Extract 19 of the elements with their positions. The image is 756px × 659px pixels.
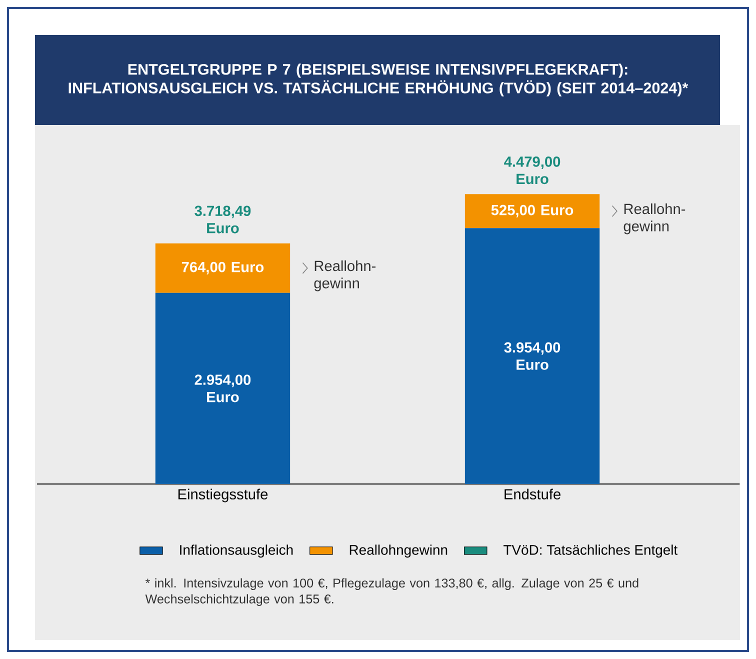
x-tick-label: Einstiegsstufe: [178, 488, 268, 502]
annotation: 4.479,00 Euro: [504, 156, 560, 184]
text: * inkl. Intensivzulage von 100 €, Pflegezulage von 133,80 €, allg. Zulage von 25 € und Wechselschichtzulage von 155 €.: [145, 578, 638, 606]
bar: [155, 292, 290, 484]
data-label: 2.954,00 Euro: [194, 374, 251, 402]
annotation: Reallohn-gewinn: [314, 260, 376, 292]
bar: [464, 228, 600, 484]
legend-label: TVöD: Tatsächliches Entgelt: [504, 544, 678, 558]
chart-title: ENTGELTGRUPPE P 7 (BEISPIELSWEISE INTENSIVPFLEGEKRAFT): INFLATIONSAUSGLEICH VS. TATSÄCHLICHE ERHÖHUNG (TVÖD) (SEIT 2014–2024)*: [68, 64, 688, 96]
data-label: 764,00 Euro: [182, 262, 264, 274]
annotation: Reallohn-gewinn: [624, 203, 686, 234]
x-tick-label: Endstufe: [504, 488, 560, 500]
legend-label: Reallohngewinn: [350, 544, 448, 558]
data-label: 525,00 Euro: [491, 204, 574, 218]
annotation: 3.718,49 Euro: [194, 206, 251, 234]
data-label: 3.954,00 Euro: [504, 342, 560, 370]
bar: [464, 194, 600, 228]
legend-label: Inflationsausgleich: [180, 544, 293, 558]
bar: [155, 243, 290, 293]
